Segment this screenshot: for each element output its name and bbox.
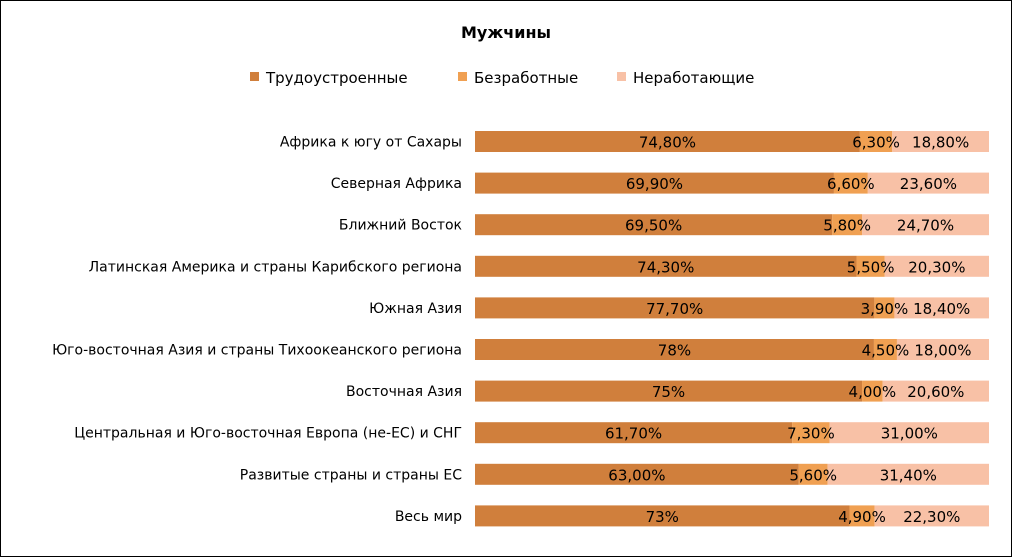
category-label-10: Весь мир [395, 509, 462, 525]
data-label-2-2: 6,60% [827, 175, 875, 193]
legend: Трудоустроенные Безработные Неработающие [250, 69, 754, 87]
bar-3-7 [882, 380, 989, 402]
data-label-2-7: 4,00% [849, 383, 897, 401]
category-label-3: Ближний Восток [339, 218, 462, 234]
category-label-8: Центральная и Юго-восточная Европа (не-Е… [74, 426, 462, 442]
bar-1-5 [475, 297, 875, 319]
data-label-2-8: 7,30% [787, 425, 835, 443]
data-label-3-10: 22,30% [903, 508, 960, 526]
data-label-3-4: 20,30% [908, 258, 965, 276]
bar-3-10 [874, 505, 989, 527]
data-label-1-8: 61,70% [605, 425, 662, 443]
legend-label-2: Безработные [474, 69, 578, 87]
category-label-5: Южная Азия [369, 301, 462, 317]
bar-1-10 [475, 505, 850, 527]
data-label-1-7: 75% [652, 383, 685, 401]
data-label-2-10: 4,90% [838, 508, 886, 526]
legend-label-1: Трудоустроенные [265, 69, 408, 87]
bar-3-5 [894, 297, 989, 319]
bar-3-8 [829, 422, 989, 444]
bar-3-9 [827, 463, 989, 485]
bar-2-10 [849, 505, 875, 527]
bar-3-3 [862, 214, 989, 236]
category-label-6: Юго-восточная Азия и страны Тихоокеанско… [52, 343, 462, 359]
data-label-2-4: 5,50% [847, 258, 895, 276]
data-label-1-6: 78% [658, 342, 691, 360]
category-label-4: Латинская Америка и страны Карибского ре… [89, 259, 462, 275]
category-labels: Африка к югу от Сахары Северная Африка Бли… [52, 135, 462, 525]
bar-2-7 [862, 380, 883, 402]
bar-3-2 [867, 172, 989, 194]
data-label-2-9: 5,60% [789, 466, 837, 484]
bar-2-4 [856, 255, 885, 277]
bar-2-2 [833, 172, 868, 194]
bar-3-6 [896, 339, 989, 360]
bar-1-1 [475, 131, 860, 152]
bar-2-9 [798, 463, 828, 485]
bar-3-1 [892, 131, 989, 152]
legend-swatch-3 [617, 72, 626, 81]
chart-title: Мужчины [461, 23, 551, 42]
data-label-2-3: 5,80% [823, 217, 871, 235]
data-label-3-8: 31,00% [881, 425, 938, 443]
bar-1-9 [475, 463, 799, 485]
bar-1-2 [475, 172, 834, 194]
bars [475, 131, 989, 527]
bar-2-5 [874, 297, 895, 319]
data-label-1-2: 69,90% [626, 175, 683, 193]
data-label-2-5: 3,90% [861, 300, 909, 318]
data-label-3-5: 18,40% [913, 300, 970, 318]
data-label-2-1: 6,30% [852, 134, 900, 152]
data-label-1-4: 74,30% [637, 258, 694, 276]
category-label-2: Северная Африка [331, 176, 462, 192]
data-label-3-6: 18,00% [914, 342, 971, 360]
bar-2-1 [859, 131, 893, 152]
data-label-3-9: 31,40% [880, 466, 937, 484]
bar-3-4 [884, 255, 989, 277]
data-label-2-6: 4,50% [862, 342, 910, 360]
legend-swatch-1 [250, 72, 259, 81]
data-label-1-9: 63,00% [608, 466, 665, 484]
bar-1-7 [475, 380, 863, 402]
legend-swatch-2 [458, 72, 467, 81]
data-label-3-7: 20,60% [907, 383, 964, 401]
bar-1-3 [475, 214, 833, 236]
data-label-1-3: 69,50% [625, 217, 682, 235]
category-label-7: Восточная Азия [346, 384, 462, 400]
category-label-9: Развитые страны и страны ЕС [240, 467, 462, 483]
data-label-1-5: 77,70% [646, 300, 703, 318]
data-label-3-3: 24,70% [897, 217, 954, 235]
data-label-3-1: 18,80% [912, 134, 969, 152]
data-label-1-10: 73% [646, 508, 679, 526]
bar-2-6 [873, 339, 897, 360]
bar-2-3 [832, 214, 863, 236]
bar-1-6 [475, 339, 874, 360]
bar-1-4 [475, 255, 857, 277]
bar-2-8 [792, 422, 830, 444]
data-labels: 74,80% 6,30% 18,80% 69,90% 6,60% 23,60% 69,50%… [605, 134, 972, 526]
category-label-1: Африка к югу от Сахары [280, 135, 462, 151]
legend-label-3: Неработающие [633, 69, 754, 87]
bar-1-8 [475, 422, 793, 444]
data-label-1-1: 74,80% [639, 134, 696, 152]
data-label-3-2: 23,60% [900, 175, 957, 193]
